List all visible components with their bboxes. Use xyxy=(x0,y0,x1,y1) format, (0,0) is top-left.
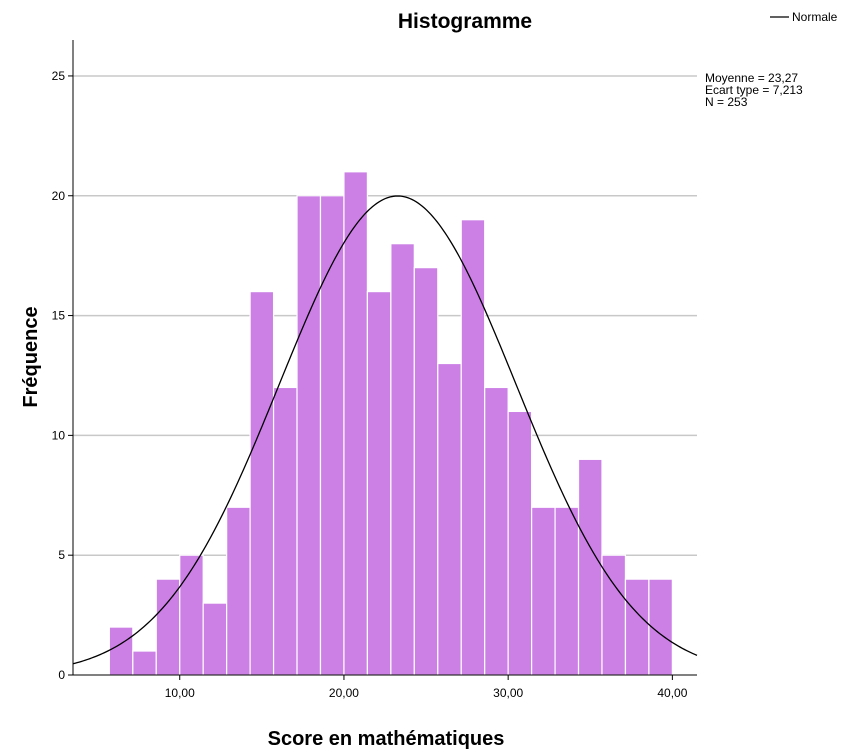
y-tick-label: 0 xyxy=(58,668,65,682)
tick-labels: 0 5 10 15 20 25 10,00 20,00 30,00 40,00 xyxy=(52,69,688,700)
descriptive-stats: Moyenne = 23,27 Ecart type = 7,213 N = 2… xyxy=(705,71,803,109)
histogram-bar xyxy=(531,506,556,676)
normal-curve-layer xyxy=(72,195,698,665)
histogram-bars xyxy=(108,171,673,676)
y-tick-label: 15 xyxy=(52,309,66,323)
y-axis-title: Fréquence xyxy=(20,306,42,407)
legend: Normale xyxy=(770,10,838,24)
histogram-bar xyxy=(366,291,392,676)
histogram-bar xyxy=(413,267,439,676)
histogram-bar xyxy=(624,578,650,676)
chart-title: Histogramme xyxy=(398,10,532,33)
histogram-bar xyxy=(108,626,134,676)
histogram-bar xyxy=(484,386,509,676)
histogram-bar xyxy=(507,410,533,676)
histogram-bar xyxy=(437,362,462,676)
x-axis-title: Score en mathématiques xyxy=(268,728,505,750)
x-tick-label: 20,00 xyxy=(329,686,359,700)
axes xyxy=(72,40,697,676)
y-tick-label: 5 xyxy=(58,548,65,562)
histogram-bar xyxy=(272,386,298,676)
histogram-bar xyxy=(296,195,322,676)
histogram-bar xyxy=(319,195,345,676)
stats-std-dev: Ecart type = 7,213 xyxy=(705,83,803,97)
histogram-bar xyxy=(577,458,603,676)
stats-n: N = 253 xyxy=(705,95,748,109)
y-tick-label: 20 xyxy=(52,189,66,203)
y-tick-label: 25 xyxy=(52,69,66,83)
stats-mean: Moyenne = 23,27 xyxy=(705,71,798,85)
legend-label-normale: Normale xyxy=(792,10,838,24)
histogram-bar xyxy=(132,650,157,676)
histogram-bar xyxy=(460,219,486,676)
histogram-bar xyxy=(226,506,251,676)
histogram-bar xyxy=(179,554,204,676)
histogram-bar xyxy=(155,578,181,676)
x-tick-label: 30,00 xyxy=(493,686,523,700)
x-tick-label: 10,00 xyxy=(165,686,195,700)
histogram-bar xyxy=(554,506,580,676)
histogram-bar xyxy=(390,243,415,676)
x-tick-label: 40,00 xyxy=(657,686,687,700)
y-tick-label: 10 xyxy=(52,428,66,442)
histogram-bar xyxy=(202,602,228,676)
histogram-bar xyxy=(249,291,275,676)
normal-curve xyxy=(72,195,698,665)
histogram-bar xyxy=(343,171,369,676)
